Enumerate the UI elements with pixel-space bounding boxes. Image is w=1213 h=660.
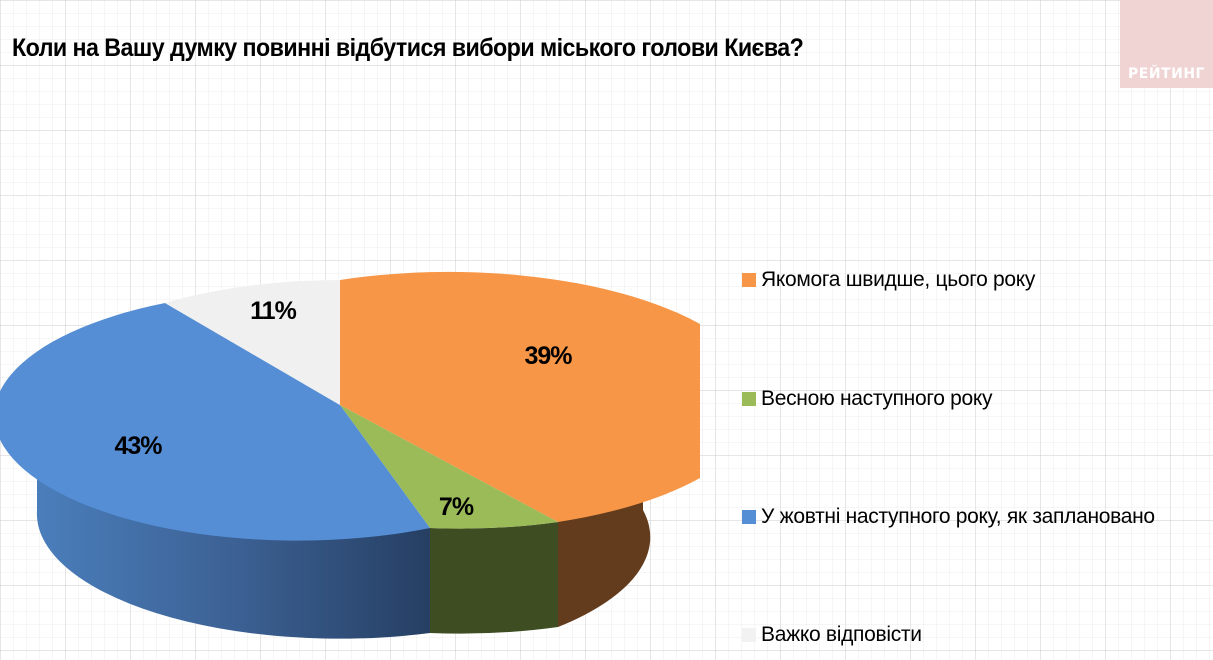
- legend-item-gray[interactable]: Важко відповісти: [742, 623, 922, 647]
- data-label-blue: 43%: [114, 432, 162, 460]
- pie-side-green: [430, 522, 558, 634]
- pie-slice-blue[interactable]: [0, 303, 430, 541]
- legend-item-orange[interactable]: Якомога швидше, цього року: [742, 268, 1035, 292]
- data-label-gray: 11%: [250, 297, 296, 325]
- legend-swatch-blue: [742, 510, 756, 524]
- pie-side-blue: [36, 405, 430, 639]
- legend-label: Весною наступного року: [761, 387, 993, 410]
- data-label-green: 7%: [439, 493, 474, 521]
- legend-label: Якомога швидше, цього року: [761, 268, 1036, 291]
- legend-swatch-gray: [742, 628, 756, 642]
- legend-item-blue[interactable]: У жовтні наступного року, як заплановано: [742, 505, 1155, 529]
- legend-swatch-green: [742, 392, 756, 406]
- legend-item-green[interactable]: Весною наступного року: [742, 387, 993, 411]
- pie-slice-gray[interactable]: [165, 280, 340, 405]
- brand-label: РЕЙТИНГ: [1128, 66, 1205, 82]
- pie-slice-green[interactable]: [340, 405, 558, 529]
- brand-logo: РЕЙТИНГ: [1120, 0, 1213, 88]
- legend-label: У жовтні наступного року, як заплановано: [761, 505, 1155, 528]
- pie-side-orange: [558, 405, 651, 627]
- chart-title: Коли на Вашу думку повинні відбутися виб…: [12, 34, 804, 62]
- pie-slice-orange[interactable]: [340, 271, 700, 522]
- legend-swatch-orange: [742, 273, 756, 287]
- data-label-orange: 39%: [524, 342, 572, 370]
- legend-label: Важко відповісти: [761, 623, 922, 646]
- pie-chart: 39% 7% 43% 11%: [0, 271, 700, 639]
